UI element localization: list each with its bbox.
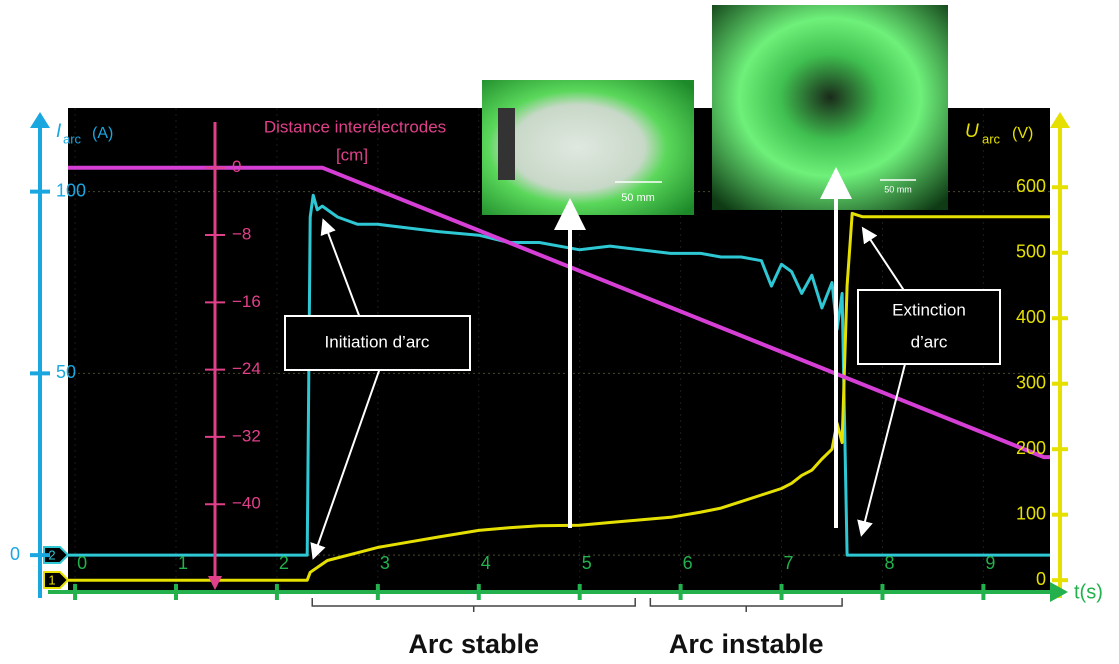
y2-tick-label: 600 (1016, 176, 1046, 196)
y2-tick-label: 300 (1016, 372, 1046, 392)
y2-tick-label: 400 (1016, 307, 1046, 327)
y2-tick-label: 0 (1036, 569, 1046, 589)
annotation-arrow (320, 218, 361, 319)
y3-label: Distance interélectrodes (264, 117, 446, 136)
y2-tick-label: 500 (1016, 241, 1046, 261)
x-tick-label: 4 (481, 553, 491, 573)
x-tick-label: 3 (380, 553, 390, 573)
x-tick-label: 5 (582, 553, 592, 573)
channel-marker (43, 571, 70, 589)
annotation-arrow (857, 363, 906, 537)
x-tick-label: 2 (279, 553, 289, 573)
y3-tick-label: −40 (232, 494, 261, 513)
y3-label-unit: [cm] (336, 145, 368, 164)
span-label: Arc stable (408, 629, 539, 659)
span-bracket (311, 598, 636, 612)
x-tick-label: 8 (884, 553, 894, 573)
y2-label: U (965, 121, 979, 142)
photo-electrode (498, 108, 515, 180)
annotation-arrow (861, 226, 906, 293)
y2-label-unit: (V) (1012, 125, 1033, 142)
y3-tick-label: −24 (232, 359, 261, 378)
x-label: t(s) (1074, 581, 1103, 603)
y3-tick-label: −8 (232, 225, 251, 244)
y3-tick-label: −32 (232, 426, 261, 445)
y-tick-label: 0 (10, 544, 20, 564)
y2-tick-label: 200 (1016, 438, 1046, 458)
x-tick-label: 9 (985, 553, 995, 573)
channel-marker-label: 2 (48, 547, 55, 562)
y3-axis-arrow (208, 576, 222, 590)
annotation: Extinction (892, 300, 966, 319)
channel-marker (43, 546, 70, 564)
y-label-unit: (A) (92, 125, 113, 142)
photo (482, 80, 694, 215)
y3-tick-label: −16 (232, 292, 261, 311)
annotation-arrow (310, 367, 381, 560)
y-tick-label: 50 (56, 362, 76, 382)
span-bracket (649, 598, 843, 612)
y3-tick-label: 0 (232, 157, 241, 176)
photo-scale: 50 mm (884, 184, 912, 194)
x-tick-label: 7 (784, 553, 794, 573)
annotation: Initiation d’arc (325, 332, 430, 351)
x-tick-label: 6 (683, 553, 693, 573)
y-label: I (56, 121, 62, 142)
y2-tick-label: 100 (1016, 503, 1046, 523)
annotation-box (857, 289, 1001, 365)
series-line (68, 193, 1050, 557)
spans: Arc stable Arc instable (311, 598, 843, 659)
photo-scale: 50 mm (621, 192, 655, 204)
y2-label-sub: arc (982, 131, 1001, 146)
y-label-sub: arc (63, 131, 82, 146)
x-axis-arrow (1050, 582, 1068, 602)
x-tick-label: 0 (77, 553, 87, 573)
span-label: Arc instable (669, 629, 824, 659)
y-axis-arrow (30, 112, 50, 128)
channel-marker-label: 1 (48, 572, 55, 587)
y-tick-label: 100 (56, 180, 86, 200)
x-tick-label: 1 (178, 553, 188, 573)
annotation-box (284, 315, 471, 371)
series-line (68, 165, 1050, 460)
annotation: d’arc (911, 332, 948, 351)
y2-axis-arrow (1050, 112, 1070, 128)
